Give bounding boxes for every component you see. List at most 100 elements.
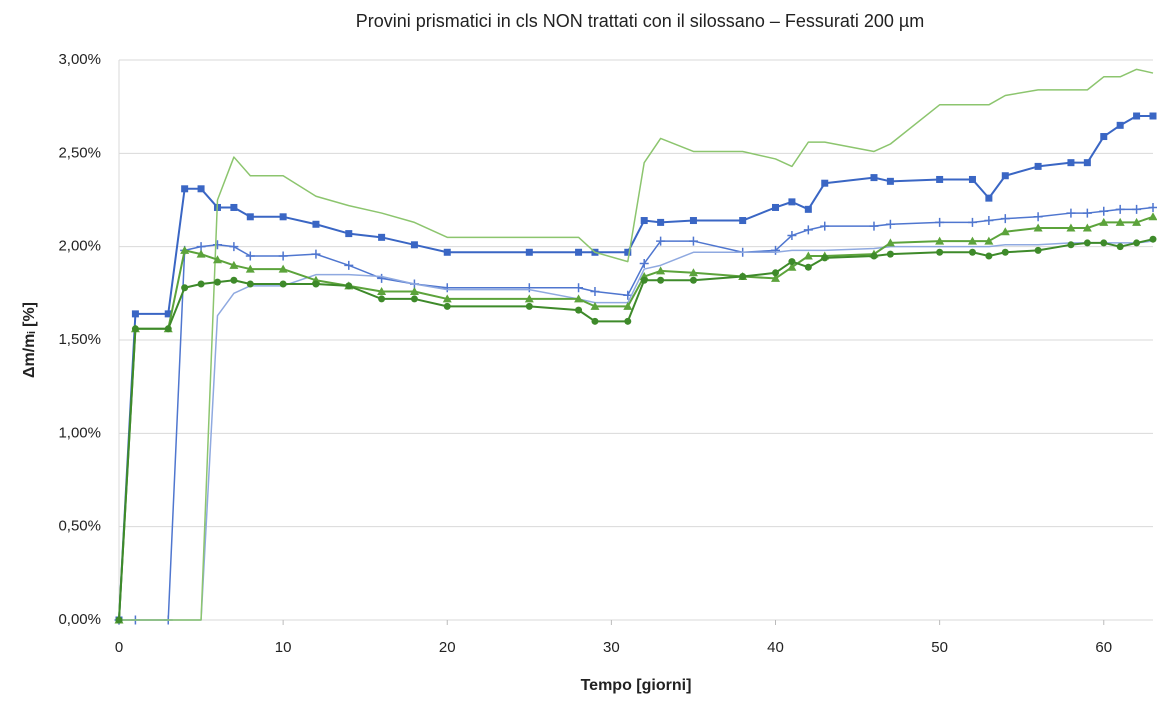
marker xyxy=(442,294,452,303)
marker xyxy=(524,294,534,303)
marker xyxy=(688,268,698,277)
series-line xyxy=(118,215,1154,621)
marker xyxy=(279,213,287,221)
marker xyxy=(1099,217,1109,226)
marker xyxy=(772,269,780,277)
marker xyxy=(639,258,649,268)
marker xyxy=(821,179,829,187)
marker xyxy=(131,325,139,333)
marker xyxy=(984,216,994,226)
y-tick-label: 2,00% xyxy=(58,238,101,255)
x-tick-label: 40 xyxy=(767,639,784,656)
marker xyxy=(1000,227,1010,236)
marker xyxy=(624,248,632,256)
y-tick-label: 0,00% xyxy=(58,611,101,628)
marker xyxy=(967,236,977,245)
marker xyxy=(803,251,813,260)
y-tick-label: 3,00% xyxy=(58,51,101,68)
x-tick-label: 30 xyxy=(603,639,620,656)
marker xyxy=(1067,241,1075,249)
marker xyxy=(771,273,781,282)
marker xyxy=(181,284,189,292)
marker xyxy=(1001,248,1009,256)
marker xyxy=(410,241,418,249)
marker xyxy=(640,217,648,225)
series-line xyxy=(118,115,1153,621)
marker xyxy=(985,252,993,260)
x-tick-label: 0 xyxy=(115,639,123,656)
marker xyxy=(312,220,320,228)
marker xyxy=(443,248,451,256)
marker xyxy=(525,302,533,310)
marker xyxy=(525,248,533,256)
marker xyxy=(788,198,796,206)
marker xyxy=(164,325,172,333)
marker xyxy=(181,185,189,193)
marker xyxy=(377,273,387,283)
marker xyxy=(1115,217,1125,226)
series-line xyxy=(119,68,1154,621)
marker xyxy=(1034,246,1042,254)
marker xyxy=(804,205,812,213)
marker xyxy=(640,276,648,284)
marker xyxy=(575,248,583,256)
marker xyxy=(246,213,254,221)
marker xyxy=(935,217,945,227)
marker xyxy=(213,278,221,286)
marker xyxy=(575,306,583,314)
marker xyxy=(1033,223,1043,232)
marker xyxy=(804,263,812,271)
marker xyxy=(885,219,895,229)
marker xyxy=(212,255,222,264)
marker xyxy=(788,258,796,266)
marker xyxy=(1148,202,1157,212)
marker xyxy=(230,203,238,211)
marker xyxy=(590,286,600,296)
x-tick-label: 20 xyxy=(439,639,456,656)
marker xyxy=(1082,208,1092,218)
marker xyxy=(1132,217,1142,226)
marker xyxy=(345,282,353,290)
marker xyxy=(739,217,747,225)
marker xyxy=(689,217,697,225)
x-axis-title: Tempo [giorni] xyxy=(581,677,692,694)
marker xyxy=(739,273,747,281)
marker xyxy=(1066,208,1076,218)
marker xyxy=(312,280,320,288)
marker xyxy=(967,217,977,227)
y-tick-label: 0,50% xyxy=(58,518,101,535)
marker xyxy=(1133,239,1141,247)
marker xyxy=(689,276,697,284)
marker xyxy=(1099,206,1109,216)
y-tick-label: 1,00% xyxy=(58,424,101,441)
marker xyxy=(377,286,387,295)
marker xyxy=(212,240,222,250)
marker xyxy=(229,242,239,252)
marker xyxy=(1100,133,1108,141)
y-tick-label: 2,50% xyxy=(58,144,101,161)
marker xyxy=(197,185,205,193)
marker xyxy=(180,245,190,254)
marker xyxy=(1083,159,1091,167)
marker xyxy=(1149,112,1157,120)
marker xyxy=(115,616,123,624)
marker xyxy=(1116,243,1124,251)
marker xyxy=(869,221,879,231)
marker xyxy=(1100,239,1108,247)
marker xyxy=(656,266,666,275)
marker xyxy=(820,221,830,231)
y-tick-label: 1,50% xyxy=(58,331,101,348)
marker xyxy=(1148,212,1157,221)
series-line xyxy=(118,238,1154,621)
marker xyxy=(787,262,797,271)
marker xyxy=(443,302,451,310)
marker xyxy=(1083,239,1091,247)
marker xyxy=(821,254,829,262)
marker xyxy=(1115,204,1125,214)
marker xyxy=(657,218,665,226)
marker xyxy=(1082,223,1092,232)
marker xyxy=(1132,204,1142,214)
marker xyxy=(524,283,534,293)
marker xyxy=(886,177,894,185)
